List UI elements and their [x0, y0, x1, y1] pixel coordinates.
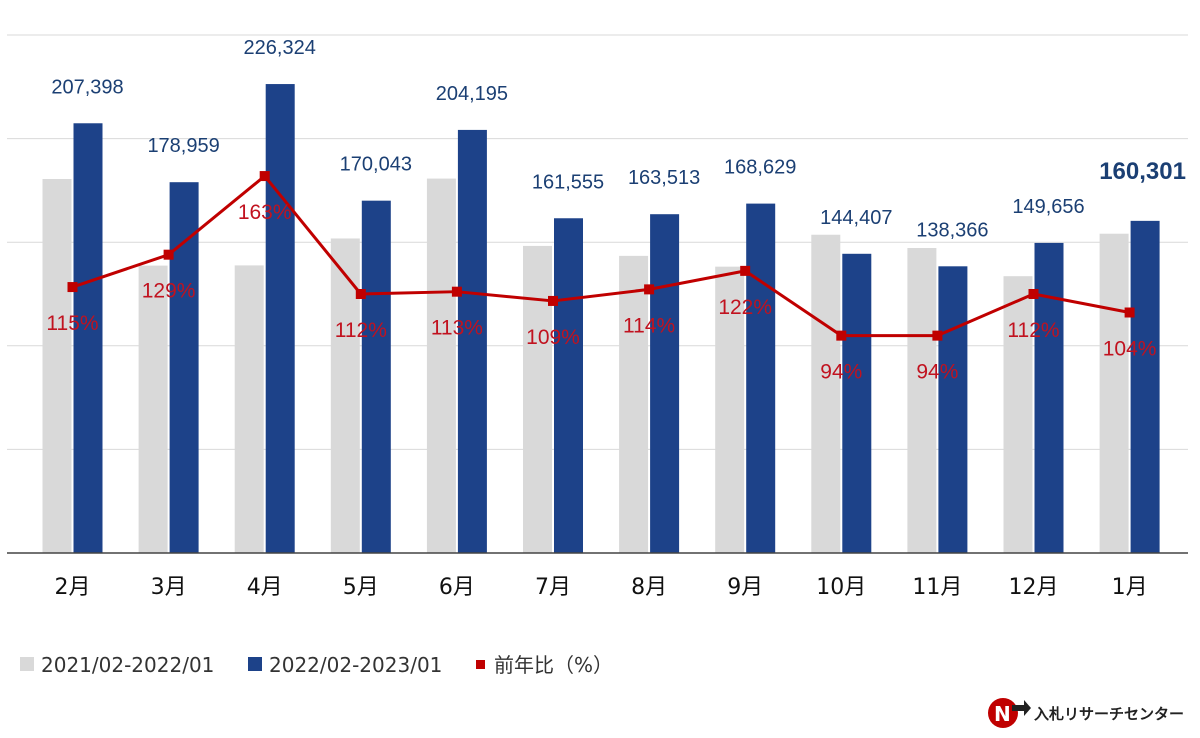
x-tick-5: 6月 — [439, 575, 475, 600]
percent-label-11: 112% — [1007, 319, 1059, 342]
bar-2021-7 — [619, 255, 649, 554]
bar-2022-10 — [938, 266, 968, 553]
legend-swatch-2022 — [248, 657, 262, 671]
yoy-point-6 — [548, 295, 558, 306]
legend-swatch-yoy — [476, 660, 485, 669]
value-label-8: 168,629 — [724, 157, 796, 179]
value-label-10: 138,366 — [916, 219, 988, 241]
yoy-point-8 — [740, 265, 751, 276]
bar-2021-2 — [138, 265, 168, 553]
yoy-point-11 — [1028, 289, 1039, 299]
bar-2022-4 — [361, 200, 391, 553]
legend: 2021/02-2022/01 2022/02-2023/01 前年比（%） — [20, 653, 613, 677]
yoy-point-9 — [836, 330, 847, 341]
bar-2021-5 — [426, 178, 456, 553]
x-tick-7: 8月 — [631, 575, 667, 600]
yoy-point-2 — [163, 249, 174, 260]
x-tick-2: 3月 — [151, 575, 187, 600]
company-logo: N 入札リサーチセンター — [988, 698, 1184, 728]
bar-2022-9 — [842, 253, 872, 553]
percent-label-12: 104% — [1103, 338, 1157, 361]
percent-label-3: 163% — [238, 201, 292, 224]
percent-label-9: 94% — [820, 361, 862, 384]
yoy-point-12 — [1124, 307, 1135, 318]
x-tick-11: 12月 — [1009, 575, 1059, 600]
series-2022-bars — [73, 84, 1160, 554]
percent-label-5: 113% — [431, 317, 483, 340]
percent-label-4: 112% — [335, 319, 387, 342]
x-tick-1: 2月 — [55, 575, 91, 600]
bar-2022-5 — [457, 129, 487, 553]
value-label-3: 226,324 — [244, 37, 316, 59]
percent-label-6: 109% — [526, 326, 580, 349]
percent-labels: 115% 129% 163% 112% 113% 109% 114% 122% 94% 94% 11… — [46, 201, 1156, 384]
bar-2021-11 — [1003, 276, 1033, 553]
bar-2021-1 — [42, 179, 72, 553]
bar-2022-7 — [650, 214, 680, 554]
value-label-12: 160,301 — [1099, 158, 1186, 185]
bar-2021-6 — [523, 245, 552, 553]
bar-2021-10 — [907, 248, 937, 554]
bar-2022-12 — [1130, 220, 1160, 553]
value-label-5: 204,195 — [436, 83, 508, 105]
bar-2021-3 — [234, 265, 264, 553]
bar-2021-4 — [330, 238, 360, 553]
bar-2022-3 — [265, 84, 295, 553]
x-tick-10: 11月 — [912, 575, 962, 600]
x-tick-8: 9月 — [727, 575, 763, 600]
yoy-line-series — [67, 171, 1135, 341]
value-label-4: 170,043 — [340, 154, 412, 176]
value-label-6: 161,555 — [532, 171, 604, 193]
yoy-point-7 — [644, 284, 655, 295]
bar-2021-12 — [1099, 233, 1129, 553]
yoy-point-1 — [67, 282, 78, 293]
x-tick-12: 1月 — [1112, 575, 1148, 600]
bar-2022-11 — [1034, 242, 1064, 553]
value-labels: 207,398 178,959 226,324 170,043 204,195 161,5… — [51, 37, 1186, 241]
bar-2021-8 — [715, 266, 745, 553]
legend-label-yoy: 前年比（%） — [494, 653, 613, 677]
value-label-11: 149,656 — [1012, 196, 1084, 218]
x-tick-6: 7月 — [535, 575, 571, 600]
x-axis-ticks: 2月 3月 4月 5月 6月 7月 8月 9月 10月 11月 12月 1月 — [55, 575, 1148, 600]
x-tick-3: 4月 — [247, 575, 283, 600]
logo-text: 入札リサーチセンター — [1034, 705, 1184, 723]
x-tick-9: 10月 — [816, 575, 866, 600]
legend-swatch-2021 — [20, 657, 34, 671]
percent-label-8: 122% — [718, 296, 772, 319]
legend-label-2022: 2022/02-2023/01 — [269, 653, 442, 677]
svg-text:N: N — [994, 702, 1011, 726]
percent-label-1: 115% — [46, 312, 98, 335]
bar-2022-6 — [554, 218, 583, 553]
yoy-point-10 — [932, 330, 943, 341]
value-label-1: 207,398 — [51, 76, 123, 98]
percent-label-10: 94% — [916, 361, 958, 384]
legend-label-2021: 2021/02-2022/01 — [41, 653, 214, 677]
percent-label-7: 114% — [623, 314, 675, 337]
series-2021-bars — [42, 178, 1129, 554]
value-label-9: 144,407 — [820, 207, 892, 229]
yoy-point-3 — [259, 171, 270, 182]
value-label-2: 178,959 — [147, 135, 219, 157]
percent-label-2: 129% — [142, 280, 196, 303]
n-arrow-logo-icon: N — [988, 698, 1031, 728]
yoy-point-5 — [451, 286, 462, 297]
bar-2022-1 — [73, 123, 103, 553]
bar-2022-8 — [746, 203, 776, 553]
x-tick-4: 5月 — [343, 575, 379, 600]
bar-2022-2 — [169, 182, 199, 553]
bar-2021-9 — [811, 234, 841, 554]
gridlines — [7, 34, 1188, 450]
yoy-point-4 — [355, 289, 366, 299]
value-label-7: 163,513 — [628, 167, 700, 189]
yoy-line — [72, 174, 1130, 338]
